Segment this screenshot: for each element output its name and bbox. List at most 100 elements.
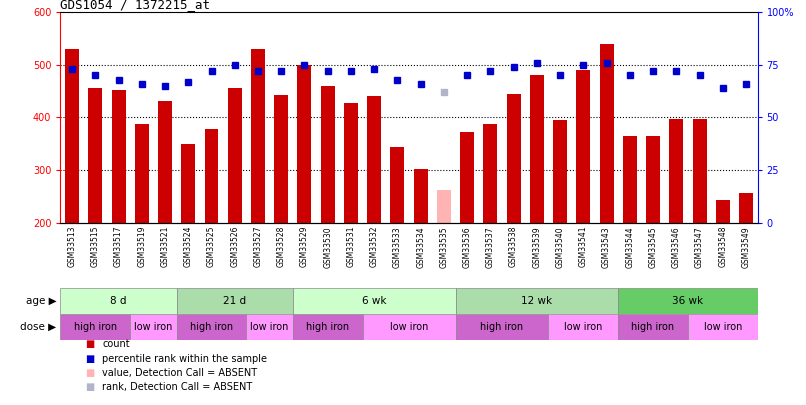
Text: GSM33528: GSM33528 xyxy=(276,226,285,267)
Text: low iron: low iron xyxy=(704,322,742,332)
Bar xyxy=(344,103,358,223)
Text: high iron: high iron xyxy=(306,322,349,332)
Text: GSM33521: GSM33521 xyxy=(160,226,169,267)
Text: GSM33526: GSM33526 xyxy=(231,226,239,267)
Bar xyxy=(455,288,618,314)
Text: high iron: high iron xyxy=(73,322,117,332)
Bar xyxy=(60,288,177,314)
Bar xyxy=(135,124,149,223)
Text: GSM33536: GSM33536 xyxy=(463,226,472,268)
Text: ■: ■ xyxy=(85,382,93,392)
Text: GSM33533: GSM33533 xyxy=(393,226,402,268)
Text: GSM33513: GSM33513 xyxy=(68,226,77,267)
Text: ■: ■ xyxy=(85,354,93,364)
Text: low iron: low iron xyxy=(251,322,289,332)
Text: high iron: high iron xyxy=(190,322,233,332)
Text: ■: ■ xyxy=(85,339,93,349)
Text: GDS1054 / 1372215_at: GDS1054 / 1372215_at xyxy=(60,0,210,11)
Text: GSM33539: GSM33539 xyxy=(533,226,542,268)
Bar xyxy=(688,314,758,340)
Bar xyxy=(111,90,126,223)
Text: age ▶: age ▶ xyxy=(26,296,56,306)
Text: 6 wk: 6 wk xyxy=(362,296,386,306)
Bar xyxy=(646,136,660,223)
Text: low iron: low iron xyxy=(135,322,172,332)
Text: GSM33546: GSM33546 xyxy=(672,226,681,268)
Text: low iron: low iron xyxy=(564,322,603,332)
Bar xyxy=(553,120,567,223)
Bar xyxy=(739,193,753,223)
Text: 21 d: 21 d xyxy=(223,296,247,306)
Text: percentile rank within the sample: percentile rank within the sample xyxy=(102,354,268,364)
Text: value, Detection Call = ABSENT: value, Detection Call = ABSENT xyxy=(102,368,257,378)
Bar xyxy=(130,314,177,340)
Text: GSM33530: GSM33530 xyxy=(323,226,332,268)
Text: 8 d: 8 d xyxy=(110,296,127,306)
Text: GSM33543: GSM33543 xyxy=(602,226,611,268)
Text: GSM33527: GSM33527 xyxy=(254,226,263,267)
Text: GSM33531: GSM33531 xyxy=(347,226,355,267)
Text: GSM33534: GSM33534 xyxy=(416,226,425,268)
Bar xyxy=(455,314,548,340)
Bar xyxy=(293,314,363,340)
Text: GSM33544: GSM33544 xyxy=(625,226,634,268)
Text: GSM33529: GSM33529 xyxy=(300,226,309,267)
Bar xyxy=(65,49,79,223)
Bar xyxy=(507,94,521,223)
Text: dose ▶: dose ▶ xyxy=(20,322,56,332)
Text: GSM33545: GSM33545 xyxy=(649,226,658,268)
Text: rank, Detection Call = ABSENT: rank, Detection Call = ABSENT xyxy=(102,382,252,392)
Text: GSM33547: GSM33547 xyxy=(695,226,704,268)
Text: GSM33517: GSM33517 xyxy=(114,226,123,267)
Bar xyxy=(321,86,334,223)
Bar xyxy=(251,49,265,223)
Text: ■: ■ xyxy=(85,368,93,378)
Text: GSM33548: GSM33548 xyxy=(718,226,727,267)
Text: GSM33532: GSM33532 xyxy=(370,226,379,267)
Text: GSM33515: GSM33515 xyxy=(91,226,100,267)
Bar xyxy=(716,200,729,223)
Bar xyxy=(669,119,683,223)
Bar xyxy=(181,144,195,223)
Bar xyxy=(293,288,455,314)
Bar xyxy=(618,314,688,340)
Bar xyxy=(363,314,455,340)
Text: 36 wk: 36 wk xyxy=(672,296,704,306)
Bar xyxy=(460,132,474,223)
Text: GSM33538: GSM33538 xyxy=(509,226,518,267)
Bar xyxy=(576,70,590,223)
Text: GSM33540: GSM33540 xyxy=(555,226,564,268)
Bar xyxy=(413,168,428,223)
Text: GSM33519: GSM33519 xyxy=(137,226,146,267)
Bar xyxy=(177,314,247,340)
Bar xyxy=(600,44,613,223)
Bar xyxy=(228,89,242,223)
Bar xyxy=(530,75,544,223)
Text: GSM33541: GSM33541 xyxy=(579,226,588,267)
Bar xyxy=(368,96,381,223)
Bar xyxy=(205,129,218,223)
Bar xyxy=(158,100,172,223)
Text: GSM33535: GSM33535 xyxy=(439,226,448,268)
Bar xyxy=(247,314,293,340)
Bar xyxy=(60,314,130,340)
Text: 12 wk: 12 wk xyxy=(521,296,552,306)
Bar xyxy=(177,288,293,314)
Text: low iron: low iron xyxy=(390,322,428,332)
Bar xyxy=(484,124,497,223)
Bar xyxy=(692,119,707,223)
Text: count: count xyxy=(102,339,130,349)
Bar xyxy=(390,147,405,223)
Bar xyxy=(548,314,618,340)
Text: GSM33525: GSM33525 xyxy=(207,226,216,267)
Bar xyxy=(437,190,451,223)
Bar xyxy=(89,89,102,223)
Bar xyxy=(623,136,637,223)
Bar xyxy=(297,65,311,223)
Text: GSM33537: GSM33537 xyxy=(486,226,495,268)
Text: high iron: high iron xyxy=(480,322,524,332)
Bar xyxy=(618,288,758,314)
Text: GSM33524: GSM33524 xyxy=(184,226,193,267)
Bar xyxy=(274,95,289,223)
Text: GSM33549: GSM33549 xyxy=(742,226,750,268)
